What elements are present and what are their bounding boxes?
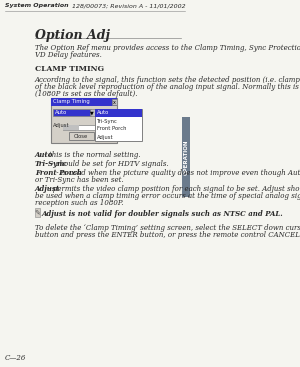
Text: ✎: ✎: [34, 210, 40, 215]
Text: reception such as 1080P.: reception such as 1080P.: [35, 199, 123, 207]
Text: Adjust: Adjust: [97, 134, 114, 139]
Text: be used when a clamp timing error occurs at the time of special analog signal: be used when a clamp timing error occurs…: [35, 192, 300, 200]
Text: Adjust: Adjust: [53, 124, 70, 128]
Bar: [53, 109, 92, 116]
Text: OPERATION: OPERATION: [184, 139, 189, 175]
Text: According to the signal, this function sets the detected position (i.e. clamp po: According to the signal, this function s…: [35, 76, 300, 84]
Text: The Option Ref menu provides access to the Clamp Timing, Sync Protection and: The Option Ref menu provides access to t…: [35, 44, 300, 52]
Text: To delete the ‘Clamp Timing’ setting screen, select the SELECT down cursor: To delete the ‘Clamp Timing’ setting scr…: [35, 224, 300, 232]
Text: Clamp Timing: Clamp Timing: [53, 99, 89, 105]
Text: Adjust is not valid for doubler signals such as NTSC and PAL.: Adjust is not valid for doubler signals …: [42, 210, 284, 218]
Text: Auto: Auto: [55, 110, 68, 115]
Bar: [94, 109, 142, 117]
Text: Adjust: Adjust: [35, 185, 60, 193]
Text: - should be set for HDTV signals.: - should be set for HDTV signals.: [49, 160, 169, 168]
Bar: [64, 125, 80, 130]
Text: C—26: C—26: [5, 354, 26, 362]
Bar: [35, 208, 40, 217]
Text: CLAMP TIMING: CLAMP TIMING: [35, 65, 104, 73]
Text: - is used when the picture quality does not improve even though Auto: - is used when the picture quality does …: [55, 169, 300, 177]
FancyBboxPatch shape: [182, 117, 190, 197]
Text: x: x: [113, 99, 116, 105]
Text: Auto: Auto: [97, 110, 110, 116]
Text: Tri-Sync: Tri-Sync: [35, 160, 68, 168]
Text: System Operation: System Operation: [5, 3, 69, 8]
Bar: [94, 109, 142, 141]
Text: Auto: Auto: [35, 151, 53, 159]
Bar: [51, 98, 118, 143]
Text: button and press the ENTER button, or press the remote control CANCEL button.: button and press the ENTER button, or pr…: [35, 231, 300, 239]
Bar: [64, 125, 102, 130]
Text: Option Adj: Option Adj: [35, 29, 110, 42]
Bar: [112, 99, 117, 105]
Text: Front Porch: Front Porch: [97, 127, 127, 131]
Text: (1080P is set as the default).: (1080P is set as the default).: [35, 90, 137, 98]
Text: or Tri-Sync has been set.: or Tri-Sync has been set.: [35, 176, 124, 184]
Text: - this is the normal setting.: - this is the normal setting.: [42, 151, 141, 159]
Text: ▼: ▼: [90, 110, 94, 115]
Bar: [69, 132, 94, 140]
Text: Tri-Sync: Tri-Sync: [97, 119, 118, 124]
Text: VD Delay features.: VD Delay features.: [35, 51, 102, 59]
Text: Close: Close: [74, 134, 88, 138]
Text: Front Porch: Front Porch: [35, 169, 82, 177]
Bar: [89, 109, 94, 116]
Text: - permits the video clamp position for each signal to be set. Adjust should: - permits the video clamp position for e…: [46, 185, 300, 193]
Bar: [51, 98, 118, 106]
Text: of the black level reproduction of the analog input signal. Normally this is not: of the black level reproduction of the a…: [35, 83, 300, 91]
Text: 128/00073; Revision A - 11/01/2002: 128/00073; Revision A - 11/01/2002: [72, 3, 185, 8]
